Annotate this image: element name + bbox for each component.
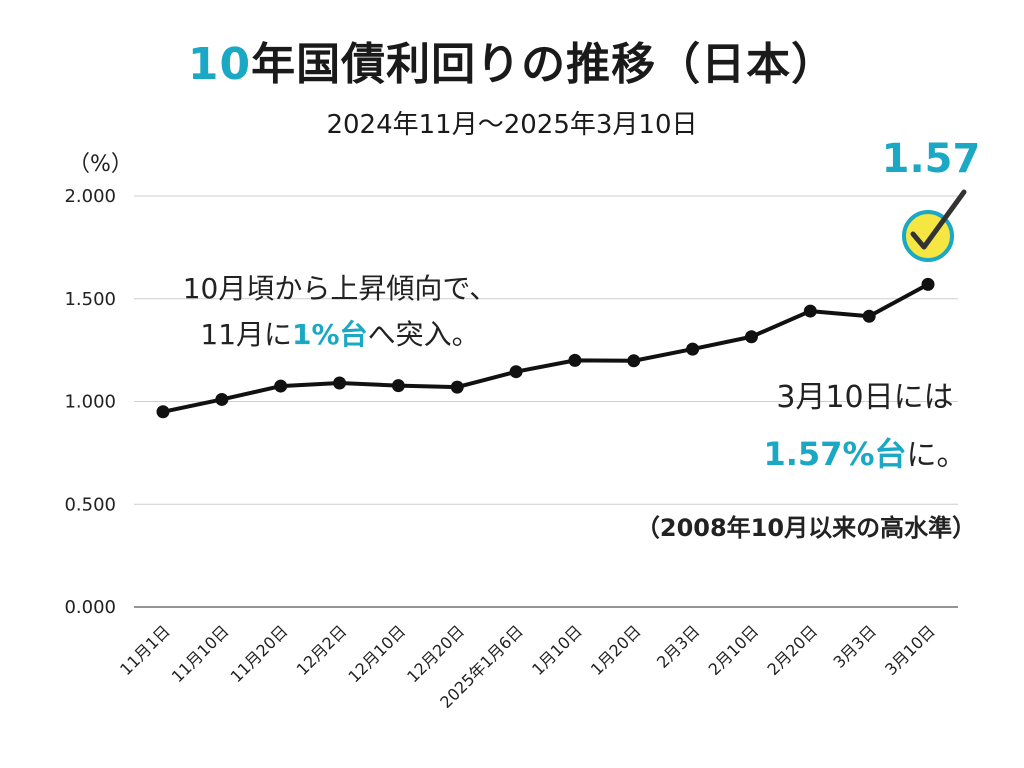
series-line [162, 282, 929, 414]
check-icon [902, 189, 967, 262]
data-point [274, 379, 288, 393]
x-tick-label: 12月10日 [344, 621, 409, 686]
x-tick-label: 2月3日 [653, 621, 703, 671]
trend-callout-pre: 11月に [200, 318, 293, 351]
trend-callout-post: へ突入。 [367, 318, 480, 351]
x-tick-label: 2月20日 [763, 621, 821, 679]
data-point [333, 376, 347, 390]
y-tick-label: 1.000 [64, 392, 116, 413]
latest-callout-highlight: 1.57%台 [763, 435, 907, 473]
latest-callout-line1: 3月10日には [776, 380, 954, 415]
x-tick-label: 3月3日 [830, 621, 880, 671]
title-accent: 10 [187, 39, 252, 90]
x-tick-label: 12月2日 [293, 621, 351, 679]
data-point [627, 354, 641, 368]
x-tick-label: 2月10日 [705, 621, 763, 679]
data-point [509, 365, 523, 379]
y-tick-label: 0.500 [64, 494, 116, 515]
y-tick-label: 0.000 [64, 597, 116, 618]
x-tick-label: 1月20日 [587, 621, 645, 679]
data-point [156, 405, 170, 419]
trend-callout: 10月頃から上昇傾向で、 11月に1%台へ突入。 [150, 266, 530, 358]
trend-callout-line1: 10月頃から上昇傾向で、 [182, 272, 498, 305]
trend-callout-highlight: 1%台 [292, 318, 368, 351]
data-point [568, 353, 582, 367]
title-rest: 年国債利回りの推移（日本） [251, 39, 837, 90]
x-tick-label: 11月10日 [168, 621, 233, 686]
chart-subtitle: 2024年11月～2025年3月10日 [326, 110, 698, 140]
x-tick-label: 1月10日 [528, 621, 586, 679]
x-tick-label: 11月20日 [227, 621, 292, 686]
latest-callout-post: に。 [906, 438, 967, 473]
data-point [803, 304, 817, 318]
latest-callout-line2: 1.57%台に。 [720, 426, 1010, 484]
y-tick-label: 1.500 [64, 289, 116, 310]
data-point [686, 342, 700, 356]
data-point [391, 379, 405, 393]
peak-value-label: 1.57 [881, 136, 981, 182]
data-point [921, 277, 935, 291]
y-axis-unit: （%） [68, 152, 133, 177]
data-point [215, 392, 229, 406]
data-point [744, 330, 758, 344]
trend-callout-line2: 11月に1%台へ突入。 [150, 312, 530, 358]
x-tick-label: 3月10日 [881, 621, 939, 679]
latest-callout: 3月10日には 1.57%台に。 [720, 370, 1010, 484]
chart-title: 10年国債利回りの推移（日本） [0, 28, 1024, 92]
x-tick-label: 11月1日 [116, 621, 174, 679]
record-note: （2008年10月以来の高水準） [635, 514, 977, 542]
y-tick-label: 2.000 [64, 186, 116, 207]
data-point [862, 309, 876, 323]
data-point [450, 380, 464, 394]
